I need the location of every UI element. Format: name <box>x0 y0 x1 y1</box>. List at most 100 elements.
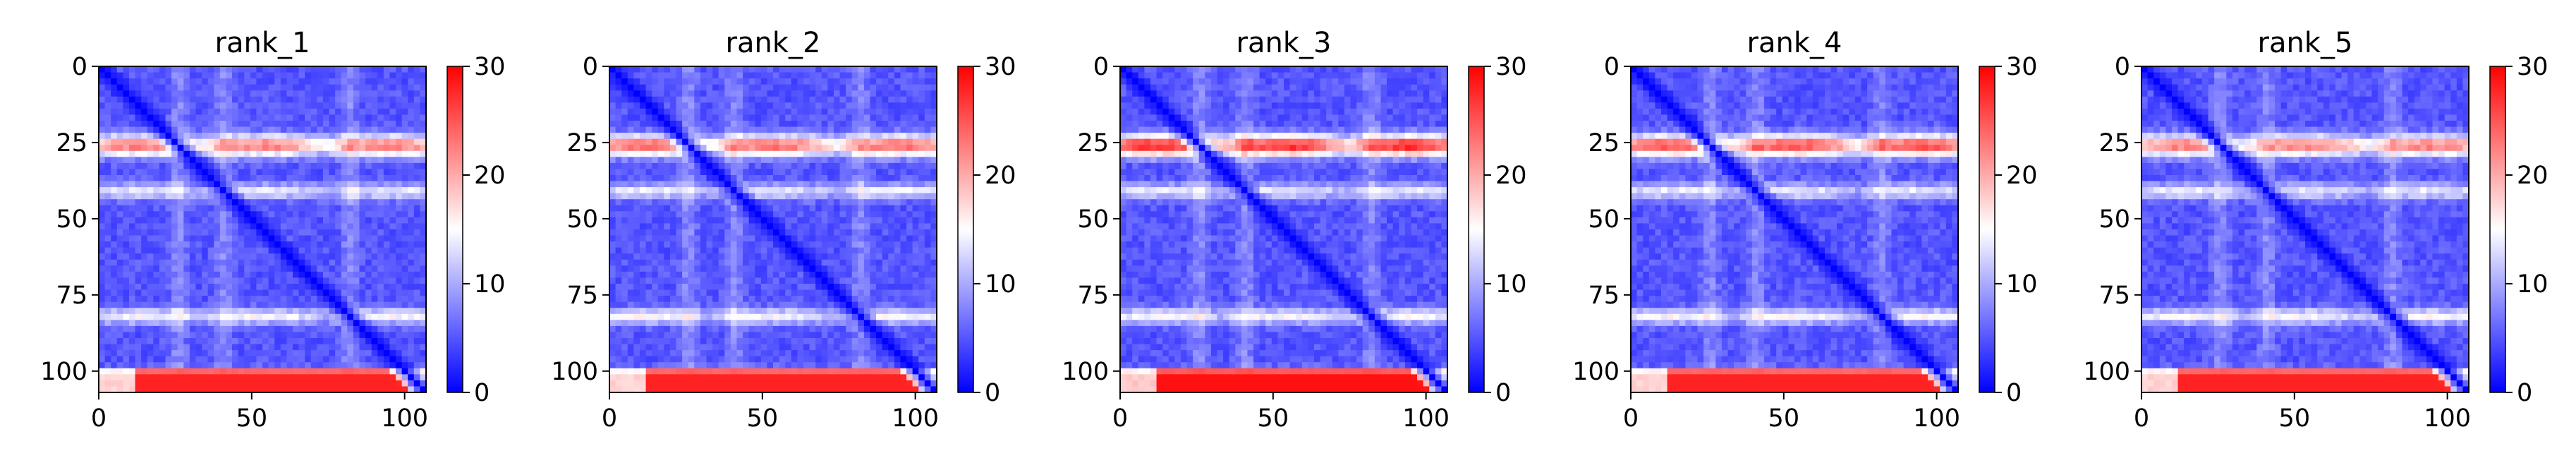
heatmap-cell <box>159 296 166 303</box>
heatmap-cell <box>767 72 774 79</box>
heatmap-cell <box>226 313 233 320</box>
heatmap-cell <box>244 308 251 315</box>
heatmap-cell <box>165 78 172 85</box>
heatmap-cell <box>700 66 707 73</box>
heatmap-cell <box>803 72 810 79</box>
heatmap-cell <box>123 308 130 315</box>
heatmap-cell <box>779 114 786 121</box>
heatmap-cell <box>171 133 178 140</box>
heatmap-cell <box>930 277 937 284</box>
heatmap-cell <box>396 133 403 140</box>
heatmap-cell <box>116 133 123 140</box>
heatmap-cell <box>894 289 901 296</box>
heatmap-cell <box>797 199 804 206</box>
heatmap-cell <box>256 386 263 393</box>
heatmap-cell <box>244 289 251 296</box>
heatmap-cell <box>669 289 677 296</box>
heatmap-cell <box>767 199 774 206</box>
heatmap-cell <box>329 217 336 224</box>
heatmap-cell <box>688 193 695 200</box>
heatmap-cell <box>706 211 713 218</box>
heatmap-cell <box>627 265 634 272</box>
heatmap-cell <box>104 211 111 218</box>
heatmap-cell <box>171 356 178 363</box>
heatmap-cell <box>359 235 366 242</box>
heatmap-cell <box>214 277 221 284</box>
heatmap-cell <box>863 253 871 260</box>
heatmap-cell <box>413 380 420 387</box>
heatmap-cell <box>652 223 659 230</box>
heatmap-cell <box>219 126 227 133</box>
heatmap-cell <box>256 90 263 97</box>
heatmap-cell <box>743 217 750 224</box>
heatmap-cell <box>238 271 245 279</box>
heatmap-cell <box>383 308 391 315</box>
heatmap-cell <box>815 157 822 164</box>
heatmap-cell <box>851 265 858 272</box>
heatmap-cell <box>413 229 420 236</box>
heatmap-cell <box>645 84 652 91</box>
heatmap-cell <box>694 157 701 164</box>
heatmap-cell <box>863 229 871 236</box>
heatmap-cell <box>803 223 810 230</box>
heatmap-cell <box>736 126 743 133</box>
heatmap-cell <box>863 265 871 272</box>
heatmap-cell <box>694 271 701 279</box>
heatmap-cell <box>310 284 317 291</box>
heatmap-cell <box>104 205 111 212</box>
heatmap-cell <box>335 84 342 91</box>
heatmap-cell <box>803 247 810 254</box>
heatmap-cell <box>851 175 858 182</box>
heatmap-cell <box>147 199 154 206</box>
heatmap-cell <box>244 217 251 224</box>
heatmap-cell <box>803 259 810 266</box>
heatmap-cell <box>924 289 931 296</box>
heatmap-cell <box>377 338 384 345</box>
heatmap-cell <box>153 284 160 291</box>
heatmap-cell <box>116 235 123 242</box>
heatmap-cell <box>894 145 901 152</box>
heatmap-cell <box>918 205 925 212</box>
heatmap-cell <box>413 84 420 91</box>
heatmap-cell <box>177 338 184 345</box>
heatmap-cell <box>99 338 106 345</box>
heatmap-cell <box>232 368 239 375</box>
heatmap-cell <box>827 150 834 157</box>
heatmap-cell <box>615 72 622 79</box>
heatmap-cell <box>645 259 652 266</box>
heatmap-cell <box>809 66 816 73</box>
heatmap-cell <box>718 84 725 91</box>
heatmap-cell <box>930 265 937 272</box>
heatmap-cell <box>633 175 640 182</box>
heatmap-cell <box>894 247 901 254</box>
heatmap-cell <box>244 90 251 97</box>
heatmap-cell <box>219 205 227 212</box>
heatmap-cell <box>609 121 616 128</box>
heatmap-cell <box>706 108 713 116</box>
heatmap-cell <box>657 126 664 133</box>
heatmap-cell <box>408 169 415 176</box>
heatmap-cell <box>165 114 172 121</box>
heatmap-cell <box>99 121 106 128</box>
heatmap-cell <box>274 217 281 224</box>
heatmap-cell <box>335 181 342 188</box>
heatmap-cell <box>329 320 336 327</box>
heatmap-cell <box>876 126 883 133</box>
heatmap-cell <box>682 284 689 291</box>
heatmap-cell <box>286 338 293 345</box>
heatmap-cell <box>171 217 178 224</box>
heatmap-cell <box>839 259 846 266</box>
heatmap-cell <box>682 265 689 272</box>
heatmap-cell <box>639 211 647 218</box>
heatmap-cell <box>286 374 293 381</box>
heatmap-cell <box>214 386 221 393</box>
heatmap-cell <box>268 301 275 308</box>
heatmap-cell <box>652 211 659 218</box>
heatmap-cell <box>371 205 378 212</box>
heatmap-cell <box>876 175 883 182</box>
heatmap-cell <box>171 374 178 381</box>
heatmap-cell <box>214 199 221 206</box>
heatmap-cell <box>238 284 245 291</box>
heatmap-cell <box>292 320 300 327</box>
heatmap-cell <box>353 181 360 188</box>
